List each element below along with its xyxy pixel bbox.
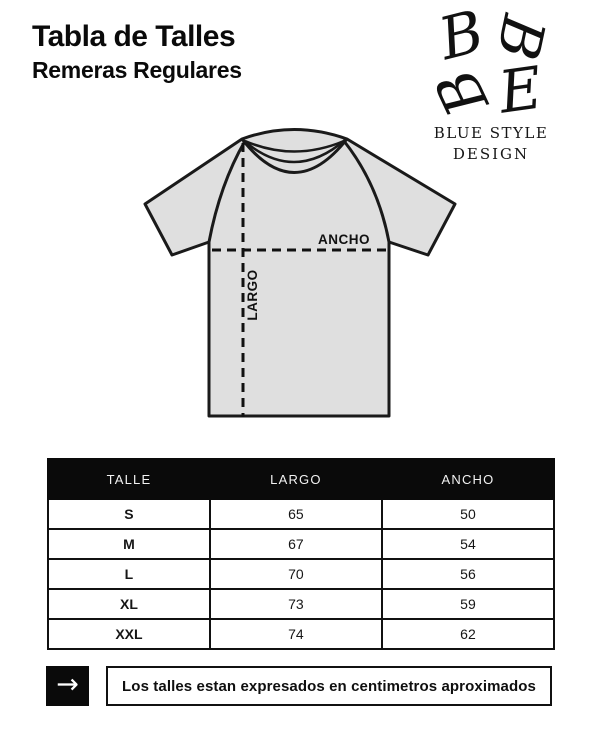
largo-value: 67	[208, 528, 383, 560]
table-row: XL 73 59	[47, 588, 556, 620]
arrow-right-icon: →	[56, 668, 79, 700]
collar-rib-curve-2	[242, 139, 346, 164]
largo-value: 74	[208, 618, 383, 650]
column-header-largo: LARGO	[208, 458, 383, 500]
table-row: L 70 56	[47, 558, 556, 590]
collar-outer-curve	[240, 138, 349, 174]
monogram-letter: B	[422, 58, 502, 127]
length-label: LARGO	[245, 269, 260, 320]
arrow-box: →	[46, 666, 89, 706]
left-armhole-seam	[207, 140, 247, 243]
column-header-ancho: ANCHO	[380, 458, 556, 500]
title-block: Tabla de Talles Remeras Regulares	[32, 20, 242, 84]
table-row: S 65 50	[47, 498, 556, 530]
largo-value: 65	[208, 498, 383, 530]
ancho-value: 62	[380, 618, 556, 650]
right-armhole-seam	[342, 140, 391, 243]
size-value: XL	[47, 588, 211, 620]
note-box: Los talles estan expresados en centimetr…	[106, 666, 552, 706]
collar-rib-curve-1	[244, 139, 345, 153]
footer-note-bar: → Los talles estan expresados en centime…	[46, 666, 554, 706]
table-header-row: TALLE LARGO ANCHO	[47, 458, 556, 500]
ancho-value: 50	[380, 498, 556, 530]
note-text: Los talles estan expresados en centimetr…	[122, 677, 536, 695]
brand-monogram-icon: B B B E	[422, 0, 558, 127]
ancho-value: 59	[380, 588, 556, 620]
page-title: Tabla de Talles	[32, 20, 236, 53]
size-value: S	[47, 498, 211, 530]
size-value: L	[47, 558, 211, 590]
brand-name-line2: DESIGN	[452, 145, 530, 163]
width-label: ANCHO	[318, 232, 370, 247]
table-row: XXL 74 62	[47, 618, 556, 650]
size-table: TALLE LARGO ANCHO S 65 50 M 67 54 L 70 5…	[47, 458, 556, 650]
tshirt-diagram: ANCHO LARGO	[128, 122, 468, 422]
tshirt-svg: ANCHO LARGO	[143, 128, 457, 418]
column-header-talle: TALLE	[47, 458, 211, 500]
size-value: XXL	[47, 618, 211, 650]
brand-name-line1: BLUE STYLE	[433, 124, 549, 142]
ancho-value: 54	[380, 528, 556, 560]
largo-value: 73	[208, 588, 383, 620]
brand-logo: B B B E BLUE STYLE DESIGN	[418, 0, 564, 163]
page-subtitle: Remeras Regulares	[32, 57, 242, 83]
size-value: M	[47, 528, 211, 560]
monogram-letter: E	[494, 53, 547, 127]
ancho-value: 56	[380, 558, 556, 590]
table-row: M 67 54	[47, 528, 556, 560]
largo-value: 70	[208, 558, 383, 590]
